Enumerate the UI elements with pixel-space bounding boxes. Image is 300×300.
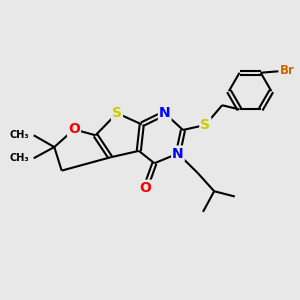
Text: CH₃: CH₃ [10,130,29,140]
Text: O: O [140,181,152,195]
Text: N: N [172,146,184,161]
Text: S: S [112,106,122,120]
Text: CH₃: CH₃ [10,153,29,163]
Text: Br: Br [280,64,295,77]
Text: O: O [68,122,80,136]
Text: N: N [159,106,170,120]
Text: S: S [200,118,210,132]
